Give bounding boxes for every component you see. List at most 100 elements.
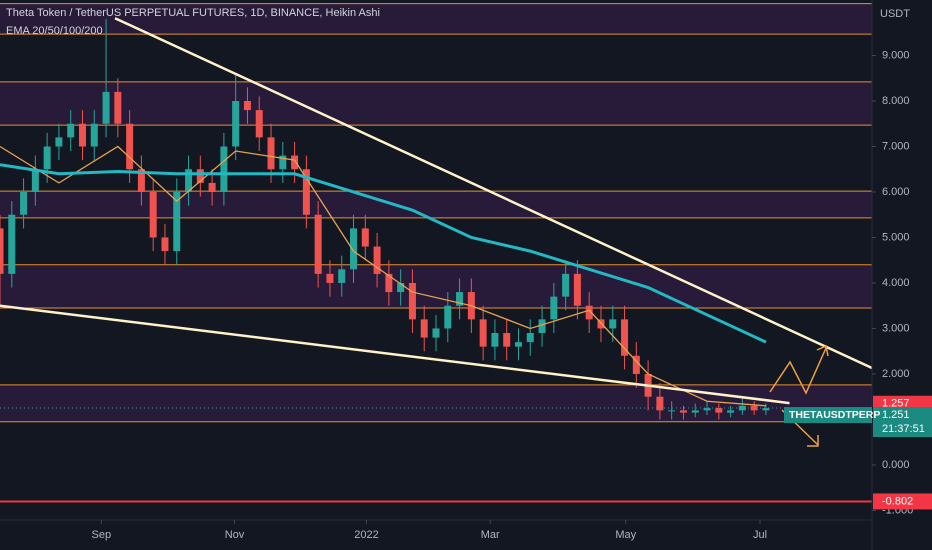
y-axis-unit: USDT bbox=[880, 8, 910, 20]
candle-body bbox=[491, 333, 499, 347]
candle-body bbox=[679, 410, 687, 413]
candle-body bbox=[43, 146, 51, 170]
candle-body bbox=[78, 123, 86, 147]
zone bbox=[0, 81, 872, 126]
candle-body bbox=[20, 191, 28, 215]
candle-body bbox=[137, 169, 145, 192]
candle-body bbox=[703, 408, 711, 411]
y-tick-label: 0.000 bbox=[882, 459, 910, 471]
candle-body bbox=[31, 169, 39, 192]
candle-body bbox=[621, 319, 629, 356]
y-tick-label: 4.000 bbox=[882, 277, 910, 289]
candle-body bbox=[668, 410, 676, 412]
candle-body bbox=[538, 319, 546, 334]
candle-body bbox=[738, 405, 746, 411]
candle-body bbox=[291, 155, 299, 170]
candle-body bbox=[727, 410, 735, 413]
y-tick-label: 3.000 bbox=[882, 322, 910, 334]
candle-body bbox=[161, 237, 169, 252]
candle-body bbox=[373, 246, 381, 274]
trendline bbox=[0, 304, 790, 405]
candle-body bbox=[90, 123, 98, 147]
candle-body bbox=[456, 292, 464, 306]
candle-body bbox=[632, 355, 640, 374]
candle-body bbox=[243, 100, 251, 111]
candle-body bbox=[149, 191, 157, 238]
last-price-tag-bg bbox=[873, 407, 932, 438]
candle-body bbox=[562, 273, 570, 297]
up-arrowhead bbox=[816, 344, 829, 357]
x-tick-label: Sep bbox=[92, 529, 112, 541]
last-price-label: 1.251 bbox=[882, 409, 910, 421]
candle-body bbox=[762, 408, 770, 411]
candle-body bbox=[255, 110, 263, 138]
candle-body bbox=[267, 137, 275, 170]
candle-body bbox=[420, 319, 428, 338]
down-arrowhead bbox=[807, 435, 819, 447]
ema-line bbox=[0, 163, 767, 344]
chart-title: Theta Token / TetherUS PERPETUAL FUTURES… bbox=[6, 7, 380, 19]
ema-line bbox=[0, 145, 766, 407]
candle-body bbox=[314, 214, 322, 274]
up-path bbox=[769, 347, 827, 395]
y-tick-label: -1.000 bbox=[882, 504, 913, 516]
ticker-tag-bg bbox=[784, 407, 872, 424]
candle-body bbox=[397, 282, 405, 293]
candle-body bbox=[302, 169, 310, 215]
red-level-tag-bg bbox=[873, 493, 932, 510]
y-tick-label: 7.000 bbox=[882, 140, 910, 152]
candle-body bbox=[573, 273, 581, 306]
candle-body bbox=[185, 169, 193, 192]
price-high-label: 1.257 bbox=[882, 398, 910, 410]
x-tick-label: 2022 bbox=[354, 529, 378, 541]
candle-body bbox=[326, 273, 334, 283]
zone bbox=[0, 3, 872, 35]
candle-body bbox=[8, 214, 16, 274]
zone bbox=[0, 191, 872, 218]
candle-body bbox=[385, 273, 393, 293]
candle-body bbox=[715, 408, 723, 413]
zone bbox=[0, 264, 872, 308]
x-tick-label: May bbox=[615, 529, 636, 541]
candle-body bbox=[220, 146, 228, 192]
y-tick-label: 9.000 bbox=[882, 49, 910, 61]
candle-body bbox=[173, 191, 181, 252]
candle-body bbox=[750, 405, 758, 411]
candle-body bbox=[408, 282, 416, 320]
x-tick-label: Mar bbox=[481, 529, 500, 541]
candle-body bbox=[585, 305, 593, 320]
candle-body bbox=[514, 342, 522, 347]
candle-body bbox=[0, 228, 4, 274]
y-tick-label: 8.000 bbox=[882, 95, 910, 107]
candle-body bbox=[232, 100, 240, 147]
candle-body bbox=[114, 91, 122, 124]
candle-body bbox=[432, 328, 440, 338]
candle-body bbox=[656, 396, 664, 411]
ticker-label: THETAUSDTPERP bbox=[789, 409, 880, 421]
red-level-label: -0.802 bbox=[882, 495, 913, 507]
x-tick-label: Nov bbox=[225, 529, 245, 541]
candle-body bbox=[208, 182, 216, 192]
candle-body bbox=[126, 123, 134, 170]
candle-body bbox=[102, 91, 110, 124]
candle-body bbox=[67, 123, 75, 138]
candle-body bbox=[609, 319, 617, 329]
candle-body bbox=[479, 319, 487, 347]
countdown-label: 21:37:51 bbox=[882, 423, 925, 435]
candle-body bbox=[361, 228, 369, 247]
candle-body bbox=[550, 296, 558, 320]
candle-body bbox=[444, 305, 452, 329]
y-tick-label: 2.000 bbox=[882, 368, 910, 380]
x-tick-label: Jul bbox=[753, 529, 767, 541]
indicator-label: EMA 20/50/100/200 bbox=[6, 25, 103, 37]
candle-body bbox=[526, 333, 534, 343]
candle-body bbox=[338, 269, 346, 283]
trendline bbox=[114, 17, 872, 370]
y-tick-label: 6.000 bbox=[882, 186, 910, 198]
candle-body bbox=[350, 228, 358, 270]
plot-area bbox=[0, 3, 872, 503]
candle-body bbox=[503, 333, 511, 347]
candle-body bbox=[279, 155, 287, 170]
candle-body bbox=[55, 137, 63, 147]
